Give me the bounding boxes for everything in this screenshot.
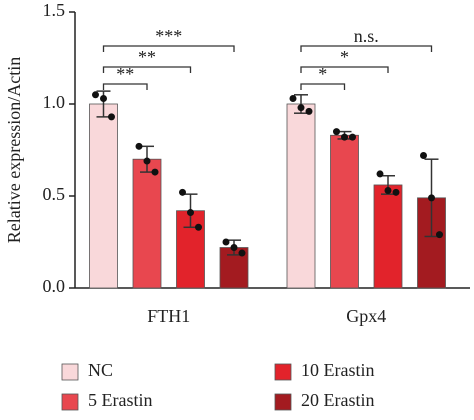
legend-swatch [274,363,292,381]
data-point [195,223,202,231]
data-point [333,128,340,136]
x-tick-label: Gpx4 [346,306,386,326]
legend-swatch [61,363,79,381]
data-point [436,231,443,239]
significance-bracket [300,45,433,52]
x-tick-label: FTH1 [147,306,190,326]
data-point [428,194,435,202]
data-point [392,188,400,196]
data-point [289,94,297,102]
data-point [349,133,356,141]
significance-bracket [102,83,148,90]
data-point [230,244,238,252]
data-point [376,170,384,178]
data-point [179,188,186,196]
significance-bracket [102,66,192,73]
bar [132,158,162,289]
y-tick-label: 0.0 [43,276,66,296]
y-axis-label: Relative expression/Actin [4,57,24,243]
data-point [151,168,159,176]
legend-label: 20 Erastin [301,390,375,410]
legend-label: NC [88,360,113,380]
significance-bracket [300,83,346,90]
significance-label: *** [155,26,182,46]
significance-bracket [102,45,235,52]
bar [330,134,359,289]
y-tick-label: 1.5 [43,0,66,20]
bar [89,103,118,289]
data-point [238,249,246,257]
data-point [92,91,99,99]
data-point [305,107,313,115]
significance-label: ** [138,47,156,67]
y-tick-label: 1.0 [43,92,66,112]
data-point [297,104,305,112]
significance-label: ** [116,64,134,84]
data-point [420,152,427,160]
data-point [135,142,143,150]
legend-swatch [274,393,292,411]
y-tick-label: 0.5 [43,184,66,204]
significance-label: * [340,47,349,67]
significance-label: * [318,64,327,84]
bar [373,184,403,289]
legend-label: 5 Erastin [88,390,153,410]
data-point [108,113,115,121]
significance-bracket [300,66,389,73]
bar [286,103,316,289]
data-point [187,209,194,217]
data-point [384,186,392,194]
legend-label: 10 Erastin [301,360,375,380]
significance-label: n.s. [354,26,379,46]
data-point [100,94,107,102]
data-point [222,238,230,246]
data-point [341,133,348,141]
legend-swatch [61,393,79,411]
data-point [143,157,151,165]
